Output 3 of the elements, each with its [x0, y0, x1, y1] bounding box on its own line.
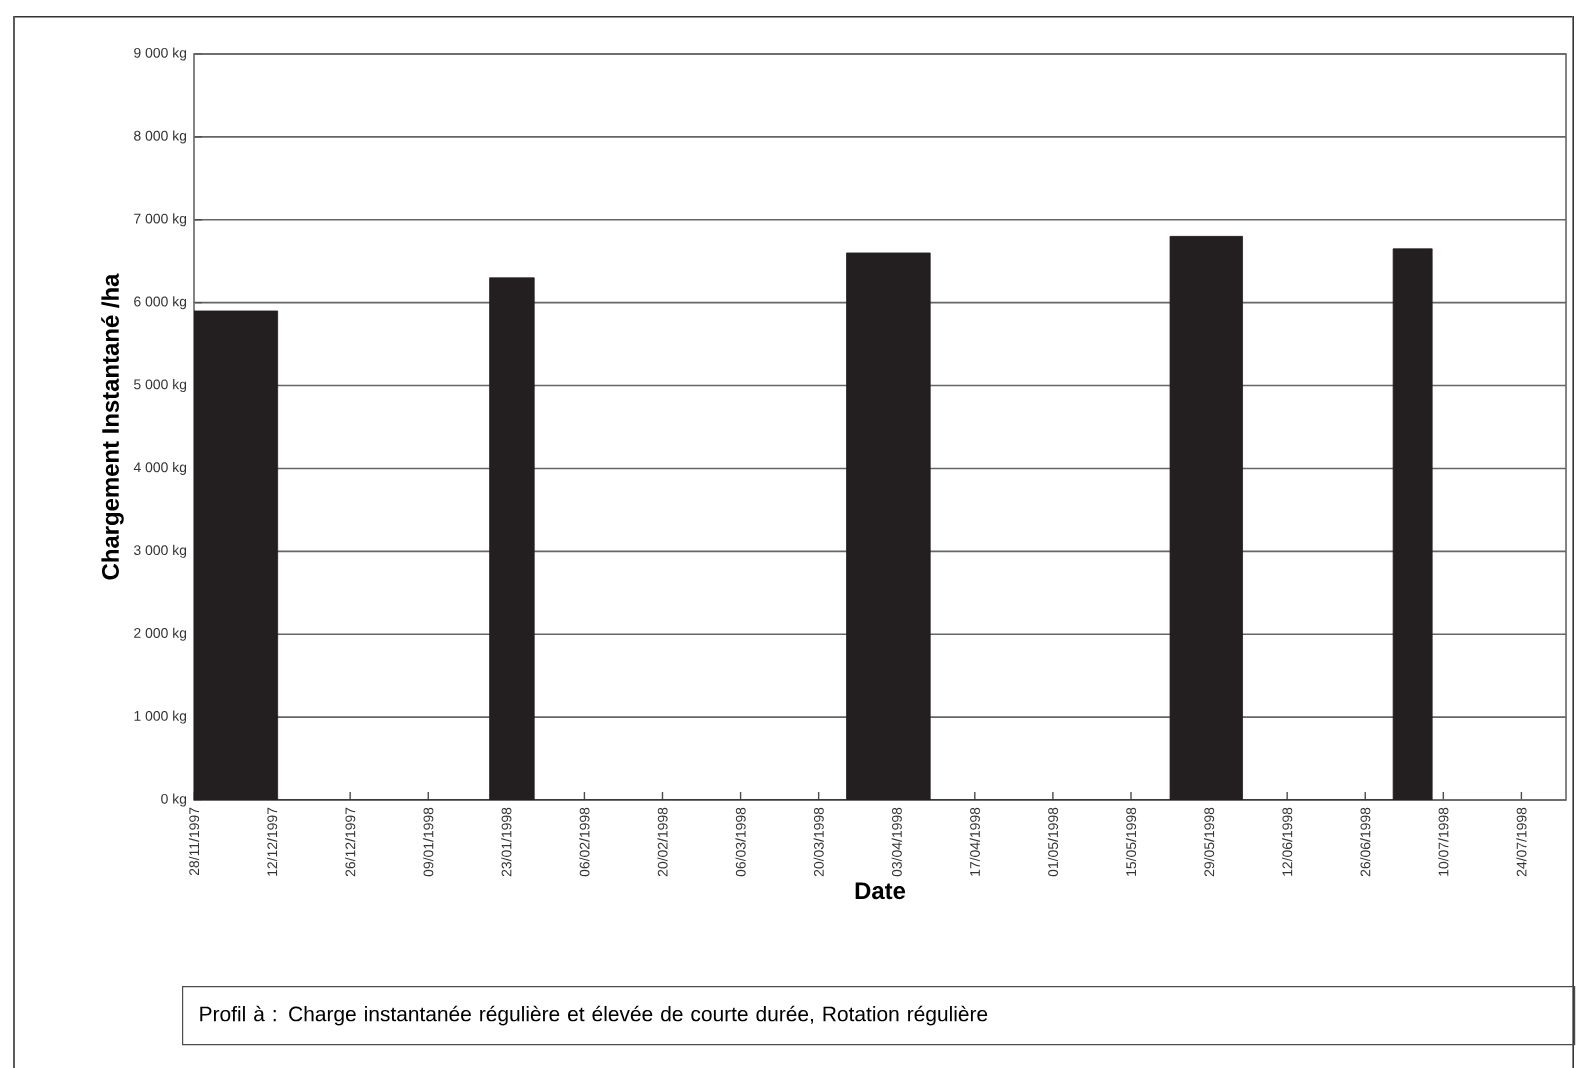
text: Profil à : Charge instantanée régulière et élevée de courte durée, Rotation régulière: [200, 1005, 988, 1026]
y-axis-title: Chargement Instantané /ha: [101, 273, 124, 580]
x-axis-title: Date: [855, 882, 906, 900]
